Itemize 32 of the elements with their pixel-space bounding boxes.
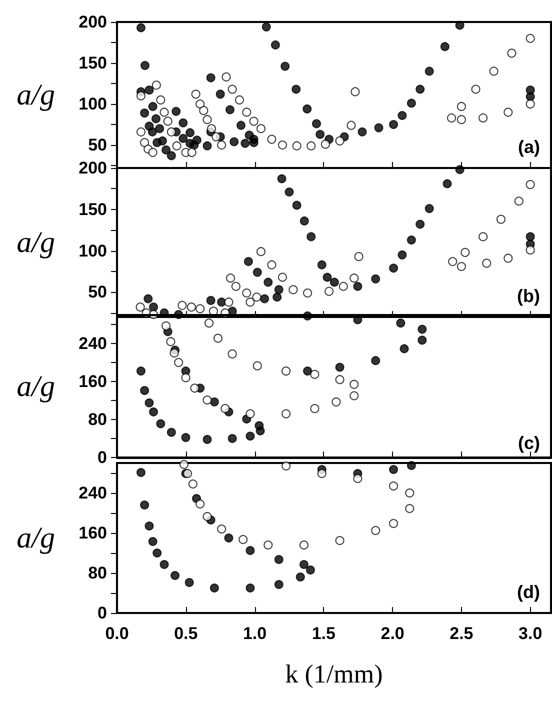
y-tick-label: 150 xyxy=(78,54,107,73)
y-tick-label: 200 xyxy=(78,12,107,32)
y-tick-label: 50 xyxy=(88,136,107,155)
x-tick-label: 2.5 xyxy=(450,624,474,643)
x-tick-label: 3.0 xyxy=(518,624,542,643)
y-tick-label: 150 xyxy=(78,200,107,219)
x-tick-label: 0.5 xyxy=(174,624,198,643)
x-tick-label: 0.0 xyxy=(105,624,129,643)
y-tick-label: 100 xyxy=(78,241,107,260)
annotation: (a) xyxy=(518,137,540,157)
y-tick-label: 80 xyxy=(88,564,107,582)
annotation: (b) xyxy=(517,286,540,306)
y-tick-label: 0 xyxy=(98,448,107,467)
y-tick-label: 240 xyxy=(78,334,107,353)
x-tick-label: 1.5 xyxy=(312,624,336,643)
y-tick-label: 100 xyxy=(78,94,107,114)
x-axis-title: k (1/mm) xyxy=(285,660,383,688)
annotation: (d) xyxy=(517,582,540,602)
y-tick-label: 0 xyxy=(98,604,107,622)
y-axis-title: a/g xyxy=(16,370,55,403)
y-tick-label: 80 xyxy=(88,410,107,429)
y-axis-title: a/g xyxy=(16,78,55,112)
x-tick-label: 1.0 xyxy=(242,624,267,643)
y-tick-label: 160 xyxy=(78,372,107,391)
y-axis-title: a/g xyxy=(16,226,55,259)
y-tick-label: 200 xyxy=(78,158,107,178)
y-tick-label: 50 xyxy=(88,282,107,302)
x-tick-label: 2.0 xyxy=(380,624,404,643)
annotation: (c) xyxy=(518,433,540,453)
y-axis-title: a/g xyxy=(16,522,55,554)
y-tick-label: 160 xyxy=(78,524,107,542)
y-tick-label: 240 xyxy=(78,484,107,502)
